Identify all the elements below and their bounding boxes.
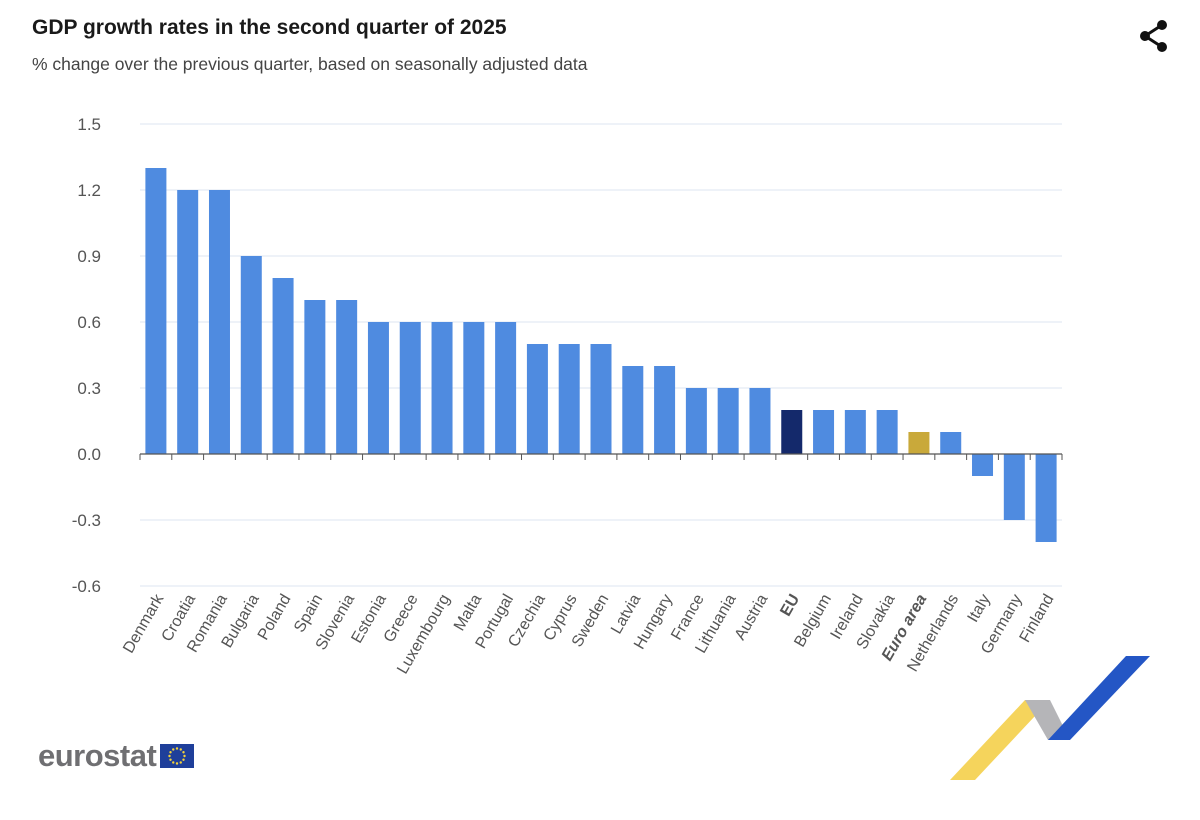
bar-lithuania[interactable] — [717, 388, 739, 454]
bar-luxembourg[interactable] — [431, 322, 453, 454]
bar-italy[interactable] — [972, 454, 994, 476]
eu-flag-icon — [160, 744, 195, 768]
eurostat-logo: eurostat — [38, 738, 195, 774]
share-icon[interactable] — [1134, 16, 1174, 56]
bar-france[interactable] — [685, 388, 707, 454]
bar-hungary[interactable] — [654, 366, 676, 454]
x-tick-label: Denmark — [120, 591, 168, 657]
y-tick-label: 0.0 — [77, 445, 101, 464]
bar-germany[interactable] — [1003, 454, 1025, 520]
bar-poland[interactable] — [272, 278, 294, 454]
x-tick-label: EU — [777, 592, 803, 620]
y-tick-label: 0.6 — [77, 313, 101, 332]
bar-romania[interactable] — [208, 190, 230, 454]
bar-slovakia[interactable] — [876, 410, 898, 454]
chart-title: GDP growth rates in the second quarter o… — [32, 16, 507, 39]
bar-greece[interactable] — [399, 322, 421, 454]
bar-netherlands[interactable] — [940, 432, 962, 454]
bar-bulgaria[interactable] — [240, 256, 262, 454]
logo-text: eurostat — [38, 738, 157, 773]
y-tick-label: 0.9 — [77, 247, 101, 266]
bar-spain[interactable] — [304, 300, 326, 454]
y-tick-label: -0.6 — [72, 577, 101, 596]
bar-czechia[interactable] — [526, 344, 548, 454]
chart-subtitle: % change over the previous quarter, base… — [32, 54, 588, 74]
y-tick-label: 1.2 — [77, 181, 101, 200]
bar-euro-area[interactable] — [908, 432, 930, 454]
bar-belgium[interactable] — [813, 410, 835, 454]
x-tick-label: Italy — [965, 592, 994, 626]
bar-denmark[interactable] — [145, 168, 167, 454]
bar-malta[interactable] — [463, 322, 485, 454]
bar-croatia[interactable] — [177, 190, 199, 454]
bar-estonia[interactable] — [367, 322, 389, 454]
x-tick-label: Malta — [451, 591, 485, 633]
bar-slovenia[interactable] — [336, 300, 358, 454]
y-tick-label: 1.5 — [77, 115, 101, 134]
bar-finland[interactable] — [1035, 454, 1057, 542]
y-tick-label: -0.3 — [72, 511, 101, 530]
y-tick-label: 0.3 — [77, 379, 101, 398]
bar-austria[interactable] — [749, 388, 771, 454]
bar-latvia[interactable] — [622, 366, 644, 454]
bar-ireland[interactable] — [844, 410, 866, 454]
bar-eu[interactable] — [781, 410, 803, 454]
bar-sweden[interactable] — [590, 344, 612, 454]
bar-cyprus[interactable] — [558, 344, 580, 454]
bar-portugal[interactable] — [495, 322, 517, 454]
decorative-arrows — [950, 656, 1150, 780]
